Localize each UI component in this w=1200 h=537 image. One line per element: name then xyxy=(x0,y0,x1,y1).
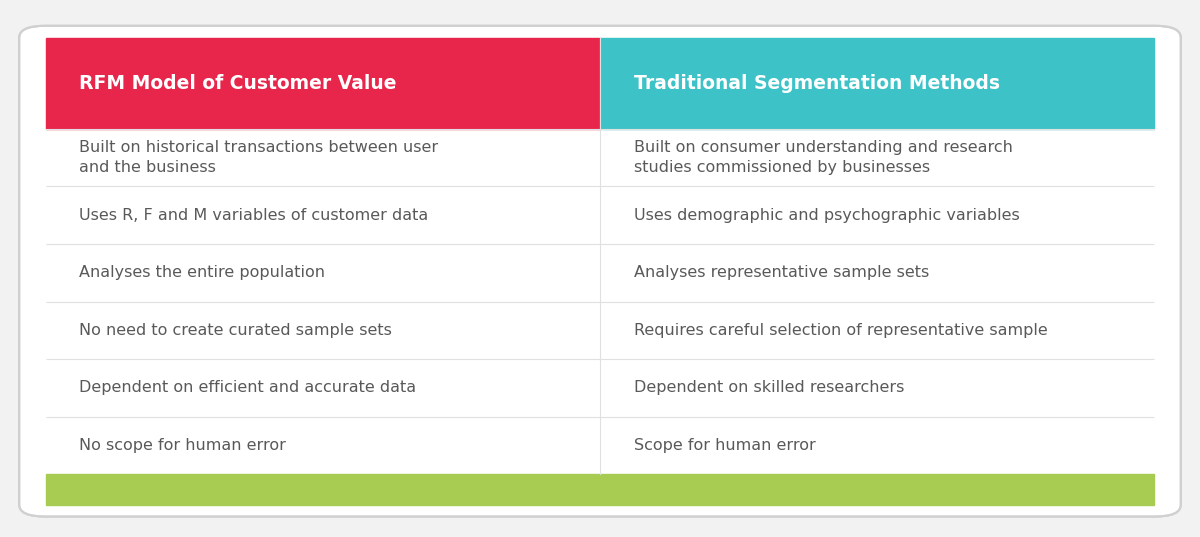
Text: Analyses the entire population: Analyses the entire population xyxy=(79,265,325,280)
Text: Dependent on efficient and accurate data: Dependent on efficient and accurate data xyxy=(79,381,416,395)
Text: Analyses representative sample sets: Analyses representative sample sets xyxy=(634,265,929,280)
FancyBboxPatch shape xyxy=(19,26,1181,517)
Text: No need to create curated sample sets: No need to create curated sample sets xyxy=(79,323,392,338)
Text: Requires careful selection of representative sample: Requires careful selection of representa… xyxy=(634,323,1048,338)
Text: Scope for human error: Scope for human error xyxy=(634,438,815,453)
Text: RFM Model of Customer Value: RFM Model of Customer Value xyxy=(79,74,397,93)
Text: Built on historical transactions between user
and the business: Built on historical transactions between… xyxy=(79,140,438,175)
Text: Uses R, F and M variables of customer data: Uses R, F and M variables of customer da… xyxy=(79,208,428,223)
Bar xyxy=(46,474,1154,505)
Text: Dependent on skilled researchers: Dependent on skilled researchers xyxy=(634,381,904,395)
Text: Built on consumer understanding and research
studies commissioned by businesses: Built on consumer understanding and rese… xyxy=(634,140,1013,175)
Bar xyxy=(46,38,600,129)
Text: No scope for human error: No scope for human error xyxy=(79,438,286,453)
Bar xyxy=(600,38,1154,129)
Text: Uses demographic and psychographic variables: Uses demographic and psychographic varia… xyxy=(634,208,1019,223)
Text: Traditional Segmentation Methods: Traditional Segmentation Methods xyxy=(634,74,1000,93)
